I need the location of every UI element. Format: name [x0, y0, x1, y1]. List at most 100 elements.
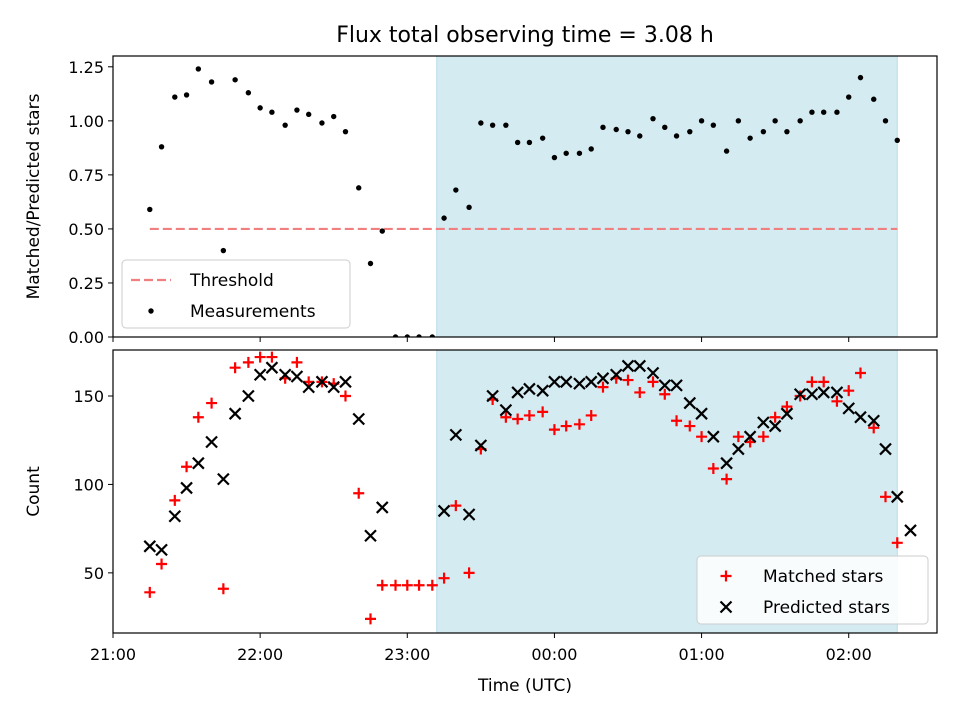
measurements-point: [871, 96, 877, 102]
predicted-stars-point: [523, 382, 536, 396]
matched-stars-point: [500, 411, 512, 423]
matched-stars-point: [217, 583, 229, 595]
predicted-stars-point: [242, 389, 255, 403]
predicted-stars-point: [155, 543, 168, 557]
matched-stars-point: [671, 415, 683, 427]
measurements-point: [453, 187, 459, 193]
predicted-stars-point: [670, 379, 683, 392]
predicted-stars-point: [315, 375, 329, 389]
predicted-stars-point: [621, 359, 635, 373]
measurements-point: [489, 122, 496, 128]
measurements-point: [416, 334, 422, 337]
matched-stars-point: [169, 494, 181, 506]
x-tick-label: 02:00: [826, 645, 872, 664]
measurements-point: [894, 137, 900, 143]
measurements-point: [367, 260, 374, 267]
measurements-point: [687, 128, 693, 135]
predicted-stars-point: [290, 370, 304, 383]
matched-stars-point: [206, 397, 218, 409]
matched-stars-point: [266, 351, 278, 363]
predicted-stars-point: [462, 508, 476, 521]
predicted-stars-point: [817, 386, 830, 399]
y-tick-label: 100: [73, 475, 104, 494]
measurements-point: [747, 135, 753, 141]
predicted-stars-point: [253, 368, 267, 382]
measurements-point: [356, 185, 362, 191]
y-tick-label: 0.75: [68, 166, 104, 185]
matched-stars-point: [365, 613, 376, 625]
predicted-stars-point: [192, 456, 205, 470]
matched-stars-point: [684, 420, 696, 432]
predicted-stars-point: [474, 439, 488, 452]
measurements-point: [784, 128, 790, 135]
matched-stars-point: [450, 500, 462, 512]
measurements-point: [294, 107, 300, 113]
matched-stars-point: [843, 385, 855, 397]
matched-stars-point: [732, 431, 744, 443]
predicted-stars-point: [180, 481, 193, 495]
predicted-stars-point: [265, 361, 279, 374]
measurements-point: [650, 115, 656, 122]
matched-stars-point: [390, 579, 402, 591]
legend: Matched stars Predicted stars: [696, 555, 929, 625]
axes-frame: [112, 55, 938, 338]
matched-stars-point: [721, 473, 733, 485]
measurements-point: [306, 111, 312, 118]
x-axis-label: Time (UTC): [477, 676, 572, 696]
y-axis-label: Matched/Predicted stars: [24, 93, 44, 299]
x-tick-label: 22:00: [237, 645, 283, 664]
y-tick-label: 0.50: [68, 220, 104, 239]
predicted-stars-point: [302, 380, 315, 394]
measurements-point: [220, 247, 227, 254]
predicted-stars-point: [511, 386, 524, 399]
predicted-stars-point: [904, 524, 917, 537]
matched-stars-point: [696, 431, 708, 443]
matched-stars-point: [806, 376, 818, 388]
y-tick-label: 0.00: [68, 328, 104, 347]
matched-stars-point: [303, 376, 315, 388]
predicted-stars-point: [352, 412, 366, 426]
measurements-point: [698, 118, 705, 124]
matched-stars-point: [548, 424, 560, 436]
measurements-point: [723, 148, 730, 154]
matched-stars-point: [353, 487, 365, 499]
predicted-stars-point: [633, 359, 647, 373]
predicted-stars-point: [805, 387, 819, 401]
measurements-point: [282, 122, 288, 128]
measurements-point: [245, 90, 252, 96]
predicted-stars-point: [757, 416, 770, 429]
matched-stars-point: [144, 586, 156, 598]
matched-stars-point: [463, 567, 475, 579]
matched-stars-point: [192, 411, 204, 423]
matched-stars-point: [831, 395, 843, 407]
legend-predicted-swatch: [719, 600, 733, 614]
matched-stars-point: [634, 386, 646, 398]
measurements-point: [662, 124, 668, 131]
measurements-point: [331, 113, 337, 120]
predicted-stars-point: [536, 384, 549, 397]
predicted-stars-point: [584, 375, 598, 389]
matched-stars-point: [560, 420, 572, 432]
matched-stars-point: [744, 436, 756, 448]
measurements-point: [846, 94, 852, 100]
measurements-point: [195, 66, 202, 72]
predicted-stars-point: [596, 372, 610, 385]
measurements-point: [637, 133, 643, 139]
predicted-stars-point: [449, 428, 463, 442]
matched-stars-point: [339, 390, 351, 402]
matched-stars-point: [622, 374, 634, 386]
legend-label: Matched stars: [763, 567, 883, 587]
matched-stars-point: [880, 491, 891, 503]
measurements-point: [514, 139, 521, 146]
measurements-point: [232, 77, 238, 83]
measurements-point: [809, 109, 815, 115]
predicted-stars-point: [720, 456, 733, 470]
predicted-stars-point: [375, 501, 389, 514]
predicted-stars-point: [830, 386, 844, 399]
predicted-stars-point: [732, 442, 745, 456]
legend-matched-swatch: [720, 570, 732, 582]
predicted-stars-point: [143, 540, 157, 553]
measurements-point: [625, 128, 631, 135]
measurements-point: [319, 120, 325, 126]
data-layer: [147, 66, 900, 337]
